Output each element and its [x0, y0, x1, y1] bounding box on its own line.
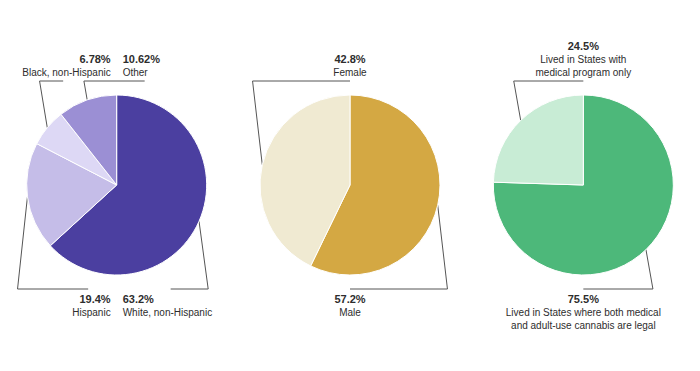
svg-text:42.8%: 42.8% [334, 53, 365, 65]
svg-text:10.62%: 10.62% [123, 53, 161, 65]
svg-text:and adult-use cannabis are leg: and adult-use cannabis are legal [511, 320, 656, 331]
svg-text:Lived in States with: Lived in States with [540, 54, 626, 65]
svg-text:24.5%: 24.5% [568, 40, 599, 52]
svg-text:Lived in States where both med: Lived in States where both medical [506, 307, 661, 318]
svg-text:Female: Female [333, 67, 367, 78]
svg-text:Hispanic: Hispanic [72, 307, 110, 318]
svg-text:Other: Other [123, 67, 149, 78]
svg-text:57.2%: 57.2% [334, 293, 365, 305]
svg-text:6.78%: 6.78% [79, 53, 110, 65]
svg-text:White, non-Hispanic: White, non-Hispanic [123, 307, 212, 318]
svg-text:19.4%: 19.4% [79, 293, 110, 305]
svg-text:medical program only: medical program only [536, 67, 632, 78]
svg-text:Male: Male [339, 307, 361, 318]
svg-text:Black, non-Hispanic: Black, non-Hispanic [22, 67, 110, 78]
svg-text:75.5%: 75.5% [568, 293, 599, 305]
svg-text:63.2%: 63.2% [123, 293, 154, 305]
